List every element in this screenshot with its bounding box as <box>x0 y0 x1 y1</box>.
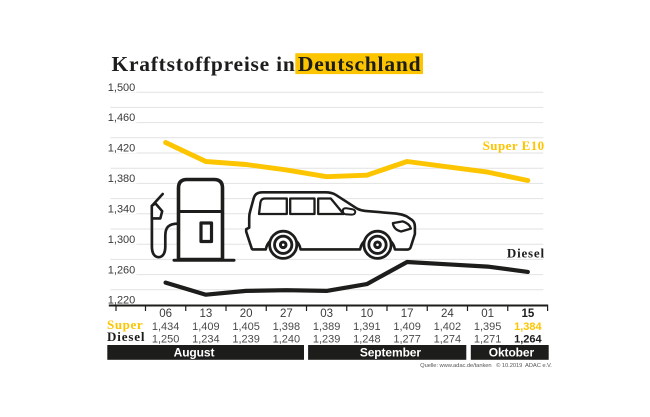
svg-text:1,220: 1,220 <box>108 295 136 307</box>
svg-text:Diesel: Diesel <box>107 329 145 344</box>
svg-text:10: 10 <box>360 308 373 320</box>
svg-text:17: 17 <box>401 308 414 320</box>
svg-text:1,271: 1,271 <box>474 333 502 345</box>
svg-text:1,380: 1,380 <box>108 173 136 185</box>
svg-text:Quelle: www.adac.de/tanken ©: Quelle: www.adac.de/tanken © 10.2019 ADA… <box>420 362 552 369</box>
svg-text:1,248: 1,248 <box>353 333 381 345</box>
svg-text:1,434: 1,434 <box>152 321 180 333</box>
svg-text:Oktober: Oktober <box>489 346 535 360</box>
svg-text:15: 15 <box>521 308 534 320</box>
svg-text:1,274: 1,274 <box>434 333 462 345</box>
svg-text:01: 01 <box>481 308 494 320</box>
svg-text:1,420: 1,420 <box>108 143 136 155</box>
svg-text:1,340: 1,340 <box>108 203 136 215</box>
svg-text:1,264: 1,264 <box>514 333 542 345</box>
svg-text:1,277: 1,277 <box>393 333 421 345</box>
svg-text:September: September <box>360 346 422 360</box>
svg-text:1,398: 1,398 <box>273 321 301 333</box>
svg-text:1,260: 1,260 <box>108 264 136 276</box>
svg-text:1,395: 1,395 <box>474 321 502 333</box>
svg-text:1,250: 1,250 <box>152 333 180 345</box>
svg-text:1,384: 1,384 <box>514 321 542 333</box>
svg-text:1,239: 1,239 <box>232 333 260 345</box>
svg-text:Kraftstoffpreise in: Kraftstoffpreise in <box>112 52 296 76</box>
svg-text:1,402: 1,402 <box>434 321 462 333</box>
svg-text:1,405: 1,405 <box>232 321 260 333</box>
svg-text:August: August <box>174 346 215 360</box>
svg-text:1,240: 1,240 <box>273 333 301 345</box>
svg-text:1,391: 1,391 <box>353 321 381 333</box>
svg-text:Super: Super <box>107 317 143 332</box>
svg-text:1,239: 1,239 <box>313 333 341 345</box>
svg-text:1,409: 1,409 <box>192 321 220 333</box>
svg-text:13: 13 <box>199 308 212 320</box>
svg-text:20: 20 <box>240 308 253 320</box>
svg-text:Super E10: Super E10 <box>483 138 545 153</box>
svg-text:03: 03 <box>320 308 333 320</box>
svg-text:1,500: 1,500 <box>108 82 136 94</box>
svg-text:Deutschland: Deutschland <box>298 52 422 76</box>
svg-text:1,234: 1,234 <box>192 333 220 345</box>
svg-text:24: 24 <box>441 308 454 320</box>
svg-text:Diesel: Diesel <box>507 245 545 260</box>
svg-text:27: 27 <box>280 308 293 320</box>
svg-text:1,389: 1,389 <box>313 321 341 333</box>
svg-text:1,409: 1,409 <box>393 321 421 333</box>
svg-text:1,460: 1,460 <box>108 112 136 124</box>
svg-text:1,300: 1,300 <box>108 234 136 246</box>
svg-text:06: 06 <box>159 308 172 320</box>
